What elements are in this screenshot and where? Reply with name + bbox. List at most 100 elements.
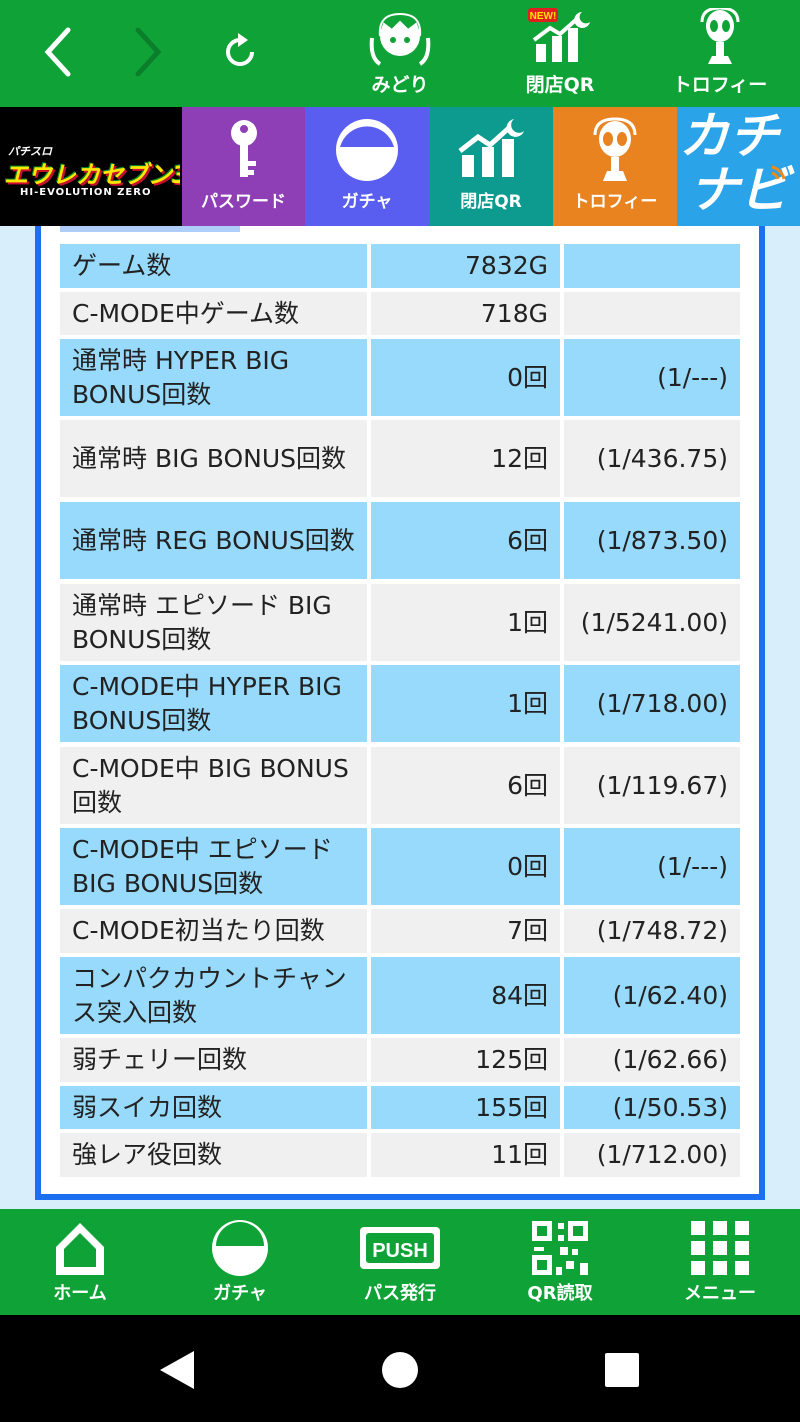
nav-home[interactable]: ホーム — [15, 1215, 145, 1311]
top-toolbar: みどり NEW! 閉店QR トロフィー — [0, 0, 800, 107]
row-label: 強レア役回数 — [60, 1133, 367, 1177]
table-row: ゲーム数 7832G — [60, 244, 740, 288]
table-row: 強レア役回数 11回 (1/712.00) — [60, 1133, 740, 1177]
row-ratio: (1/5241.00) — [564, 584, 740, 661]
row-ratio: (1/62.40) — [564, 957, 740, 1034]
row-value: 6回 — [371, 747, 560, 824]
bottom-navigation: ホーム ガチャ PUSH パス発行 QR読取 — [0, 1209, 800, 1315]
table-row: 弱チェリー回数 125回 (1/62.66) — [60, 1038, 740, 1082]
key-icon — [230, 120, 257, 177]
push-icon: PUSH — [360, 1227, 440, 1269]
table-row: 通常時 HYPER BIG BONUS回数 0回 (1/---) — [60, 339, 740, 416]
home-icon — [56, 1223, 104, 1275]
row-ratio: (1/718.00) — [564, 665, 740, 742]
logo-line1: パチスロ — [8, 145, 52, 158]
triangle-back-icon — [160, 1351, 194, 1389]
row-label: C-MODE中 BIG BONUS回数 — [60, 747, 367, 824]
nav-label: ホーム — [53, 1283, 107, 1304]
tile-kachinavi[interactable]: カチ ナビ — [677, 107, 800, 226]
nav-menu[interactable]: メニュー — [655, 1215, 785, 1311]
row-ratio — [564, 244, 740, 288]
back-button[interactable] — [28, 22, 88, 82]
row-value: 0回 — [371, 339, 560, 416]
table-row: 通常時 REG BONUS回数 6回 (1/873.50) — [60, 502, 740, 579]
row-value: 718G — [371, 292, 560, 335]
topbar-item-trophy[interactable]: トロフィー — [660, 8, 780, 100]
row-label: C-MODE中 エピソード BIG BONUS回数 — [60, 828, 367, 905]
nav-label: パス発行 — [364, 1283, 436, 1304]
row-ratio — [564, 292, 740, 335]
tile-password[interactable]: パスワード — [182, 107, 305, 226]
row-value: 1回 — [371, 584, 560, 661]
shop-qr-chart-icon: NEW! — [528, 8, 590, 62]
row-ratio: (1/119.67) — [564, 747, 740, 824]
tile-shop-qr[interactable]: 閉店QR — [429, 107, 553, 226]
system-navigation-bar — [0, 1315, 800, 1422]
tile-trophy[interactable]: トロフィー — [553, 107, 677, 226]
system-back-button[interactable] — [152, 1345, 202, 1395]
kachinavi-line1: カチ — [679, 107, 779, 165]
topbar-item-midori[interactable]: みどり — [340, 8, 460, 100]
row-value: 0回 — [371, 828, 560, 905]
row-value: 155回 — [371, 1086, 560, 1129]
trophy-alien-icon — [700, 8, 740, 64]
new-badge: NEW! — [530, 11, 557, 22]
row-value: 1回 — [371, 665, 560, 742]
game-logo[interactable]: パチスロ エウレカセブン3 HI-EVOLUTION ZERO — [0, 107, 182, 226]
row-ratio: (1/---) — [564, 828, 740, 905]
system-home-button[interactable] — [375, 1345, 425, 1395]
square-recents-icon — [605, 1353, 639, 1387]
topbar-item-label: みどり — [371, 74, 429, 96]
row-ratio: (1/62.66) — [564, 1038, 740, 1082]
row-value: 84回 — [371, 957, 560, 1034]
chevron-right-icon — [135, 27, 162, 77]
system-recents-button[interactable] — [597, 1345, 647, 1395]
forward-button[interactable] — [118, 22, 178, 82]
row-label: 通常時 REG BONUS回数 — [60, 502, 367, 579]
chart-moon-icon — [458, 119, 524, 177]
table-row: C-MODE中 エピソード BIG BONUS回数 0回 (1/---) — [60, 828, 740, 905]
logo-line3: HI-EVOLUTION ZERO — [20, 187, 152, 198]
table-row: C-MODE中 HYPER BIG BONUS回数 1回 (1/718.00) — [60, 665, 740, 742]
chevron-left-icon — [44, 27, 71, 77]
row-label: 弱チェリー回数 — [60, 1038, 367, 1082]
table-row: C-MODE中ゲーム数 718G — [60, 292, 740, 335]
reload-button[interactable] — [210, 22, 270, 82]
row-ratio: (1/---) — [564, 339, 740, 416]
row-value: 125回 — [371, 1038, 560, 1082]
row-value: 6回 — [371, 502, 560, 579]
logo-line2: エウレカセブン3 — [4, 161, 180, 189]
tile-label: パスワード — [201, 192, 286, 212]
tile-label: 閉店QR — [460, 192, 522, 212]
nav-gacha[interactable]: ガチャ — [175, 1215, 305, 1311]
tile-gacha[interactable]: ガチャ — [305, 107, 429, 226]
grid-menu-icon — [691, 1221, 749, 1275]
row-label: ゲーム数 — [60, 244, 367, 288]
trophy-alien-icon — [593, 117, 637, 181]
topbar-item-label: トロフィー — [672, 74, 768, 96]
row-value: 7回 — [371, 909, 560, 953]
row-value: 12回 — [371, 420, 560, 497]
nav-label: ガチャ — [213, 1283, 267, 1304]
row-label: 通常時 BIG BONUS回数 — [60, 420, 367, 497]
qr-code-icon — [532, 1221, 588, 1275]
wifi-icon — [771, 165, 786, 180]
panel-top-remnant — [60, 226, 240, 232]
row-label: C-MODE中 HYPER BIG BONUS回数 — [60, 665, 367, 742]
table-row: C-MODE中 BIG BONUS回数 6回 (1/119.67) — [60, 747, 740, 824]
table-row: C-MODE初当たり回数 7回 (1/748.72) — [60, 909, 740, 953]
nav-qr-read[interactable]: QR読取 — [495, 1215, 625, 1311]
nav-pass-issue[interactable]: PUSH パス発行 — [335, 1215, 465, 1311]
table-row: 通常時 BIG BONUS回数 12回 (1/436.75) — [60, 420, 740, 497]
table-row: 弱スイカ回数 155回 (1/50.53) — [60, 1086, 740, 1129]
push-text: PUSH — [372, 1240, 428, 1262]
row-ratio: (1/873.50) — [564, 502, 740, 579]
tile-label: ガチャ — [341, 192, 393, 212]
row-label: 通常時 HYPER BIG BONUS回数 — [60, 339, 367, 416]
midori-character-icon — [369, 12, 431, 66]
reload-icon — [226, 33, 254, 66]
topbar-item-shop-qr[interactable]: NEW! 閉店QR — [500, 8, 620, 100]
row-ratio: (1/712.00) — [564, 1133, 740, 1177]
row-label: 通常時 エピソード BIG BONUS回数 — [60, 584, 367, 661]
row-value: 11回 — [371, 1133, 560, 1177]
